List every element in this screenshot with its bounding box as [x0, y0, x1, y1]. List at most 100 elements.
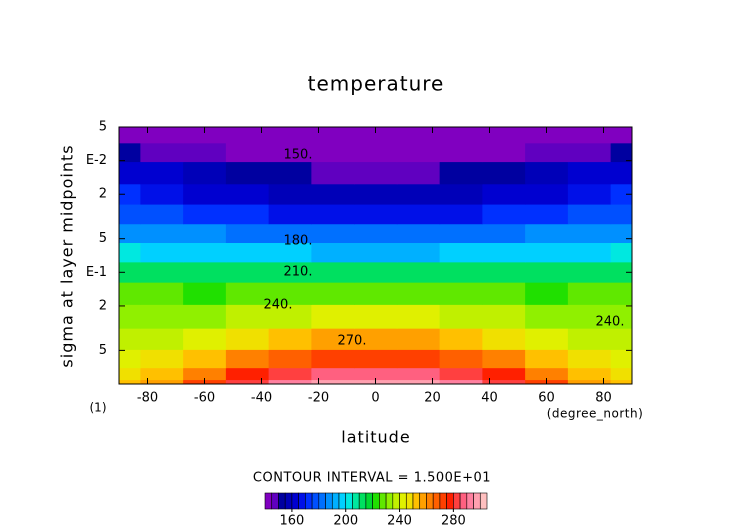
contour-cell	[225, 282, 270, 305]
contour-cell	[525, 304, 569, 329]
contour-cell	[183, 223, 227, 243]
contour-cell	[119, 223, 141, 243]
contour-cell	[567, 183, 612, 205]
contour-cell	[567, 223, 612, 243]
contour-cell	[396, 142, 441, 163]
contour-cell	[140, 127, 184, 144]
contour-cell	[225, 223, 270, 243]
contour-cell	[225, 349, 270, 369]
x-axis-label: latitude	[341, 428, 410, 447]
contour-cell	[119, 379, 141, 384]
contour-cell	[140, 282, 184, 305]
contour-cell	[567, 282, 612, 305]
contour-cell	[183, 328, 227, 350]
x-tick-label: -40	[251, 391, 272, 406]
contour-cell	[610, 183, 632, 205]
x-tick-label: 60	[538, 391, 555, 406]
colorbar-swatch	[466, 492, 474, 510]
contour-cell	[396, 367, 441, 381]
y-tick-label: 2	[99, 298, 107, 313]
contour-cell	[525, 282, 569, 305]
contour-cell	[439, 142, 483, 163]
contour-cell	[183, 261, 227, 283]
y-axis-label: sigma at layer midpoints	[58, 144, 77, 367]
contour-cell	[610, 142, 632, 163]
contour-cell	[610, 127, 632, 144]
colorbar-swatch	[453, 492, 461, 510]
contour-cell	[354, 204, 398, 225]
contour-cell	[439, 223, 483, 243]
contour-cell	[311, 183, 355, 205]
contour-cell	[225, 127, 270, 144]
colorbar-tick-label: 280	[441, 514, 466, 529]
contour-cell	[525, 142, 569, 163]
x-tick-label: 40	[481, 391, 498, 406]
contour-cell	[439, 261, 483, 283]
contour-cell	[610, 242, 632, 263]
colorbar-tick-label: 200	[333, 514, 358, 529]
colorbar-swatch	[405, 492, 414, 510]
contour-cell	[268, 183, 312, 205]
colorbar-tick-label: 240	[387, 514, 412, 529]
chart-title: temperature	[308, 72, 445, 96]
contour-cell	[140, 349, 184, 369]
contour-field	[119, 127, 632, 384]
contour-cell	[396, 223, 441, 243]
contour-cell	[354, 261, 398, 283]
contour-cell	[119, 282, 141, 305]
contour-cell	[439, 183, 483, 205]
contour-cell	[482, 261, 526, 283]
contour-cell	[119, 261, 141, 283]
contour-cell	[525, 261, 569, 283]
contour-cell	[439, 127, 483, 144]
contour-cell	[354, 127, 398, 144]
contour-cell	[354, 242, 398, 263]
contour-cell	[525, 349, 569, 369]
contour-cell	[354, 161, 398, 185]
contour-cell	[567, 127, 612, 144]
contour-cell	[439, 304, 483, 329]
contour-cell	[396, 127, 441, 144]
contour-cell	[525, 223, 569, 243]
y-tick-label: 5	[99, 343, 107, 358]
x-tick-label: -20	[308, 391, 329, 406]
contour-cell	[311, 204, 355, 225]
contour-cell	[268, 367, 312, 381]
contour-cell	[567, 204, 612, 225]
contour-cell	[311, 223, 355, 243]
contour-cell	[610, 304, 632, 329]
y-tick-label: 5	[99, 120, 107, 135]
contour-cell	[482, 142, 526, 163]
colorbar-swatch	[473, 492, 481, 510]
contour-cell	[482, 204, 526, 225]
contour-cell	[567, 367, 612, 381]
contour-cell	[311, 142, 355, 163]
contour-cell	[268, 161, 312, 185]
contour-cell	[311, 304, 355, 329]
contour-cell	[567, 379, 612, 384]
contour-cell	[183, 282, 227, 305]
contour-cell	[183, 183, 227, 205]
contour-cell	[354, 349, 398, 369]
contour-cell	[119, 242, 141, 263]
contour-cell	[311, 161, 355, 185]
contour-cell	[268, 223, 312, 243]
contour-cell	[225, 304, 270, 329]
contour-cell	[525, 204, 569, 225]
contour-cell	[183, 304, 227, 329]
y-units: (1)	[90, 401, 107, 415]
contour-cell	[225, 161, 270, 185]
colorbar-swatch	[365, 492, 373, 510]
colorbar-swatch	[331, 492, 340, 510]
contour-cell	[610, 349, 632, 369]
contour-cell	[140, 204, 184, 225]
contour-cell	[567, 161, 612, 185]
contour-cell	[396, 183, 441, 205]
x-tick-label: 20	[424, 391, 441, 406]
contour-cell	[140, 223, 184, 243]
contour-cell	[396, 261, 441, 283]
contour-cell	[268, 242, 312, 263]
contour-cell	[482, 367, 526, 381]
x-tick-label: 80	[595, 391, 612, 406]
